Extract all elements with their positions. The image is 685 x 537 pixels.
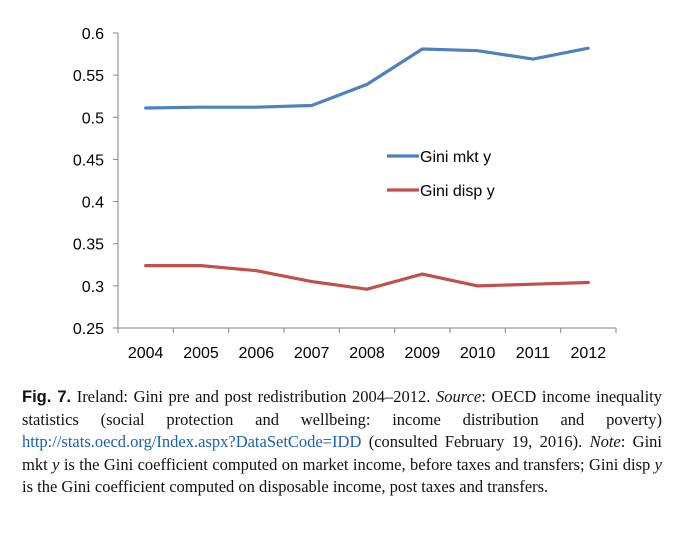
- y-tick-label: 0.45: [73, 152, 104, 169]
- x-axis-ticks: 2004 2005 2006 2007 2008 2009 2010 2011 2012: [117, 328, 617, 362]
- x-tick-label: 2006: [239, 345, 275, 362]
- variable-y: y: [52, 454, 60, 474]
- x-tick-label: 2010: [460, 345, 496, 362]
- note-label: Note: [589, 432, 621, 451]
- y-tick-label: 0.3: [82, 279, 104, 296]
- variable-y: y: [654, 454, 662, 474]
- series-line: [144, 264, 590, 291]
- y-tick-label: 0.55: [73, 68, 104, 85]
- series-lines: [144, 46, 590, 291]
- x-tick-label: 2004: [128, 345, 164, 362]
- source-link[interactable]: http://stats.oecd.org/Index.aspx?DataSet…: [22, 432, 362, 451]
- caption-text: Ireland: Gini pre and post redistributio…: [71, 387, 437, 406]
- x-tick-label: 2009: [405, 345, 441, 362]
- x-tick-label: 2012: [571, 345, 607, 362]
- x-tick-label: 2011: [516, 345, 551, 362]
- source-label: Source: [436, 387, 482, 406]
- figure-caption: Fig. 7. Ireland: Gini pre and post redis…: [22, 386, 662, 499]
- x-tick-label: 2007: [294, 345, 330, 362]
- caption-text: : Gini mkt: [22, 432, 662, 474]
- x-tick-label: 2005: [183, 345, 219, 362]
- legend: Gini mkt y Gini disp y: [387, 149, 495, 200]
- y-tick-label: 0.35: [73, 237, 104, 254]
- x-tick-label: 2008: [349, 345, 385, 362]
- y-tick-label: 0.5: [82, 110, 104, 127]
- caption-text: : OECD income inequality statistics (soc…: [22, 387, 662, 429]
- legend-label: Gini disp y: [420, 183, 495, 200]
- caption-text: is the Gini coefficient computed on mark…: [59, 454, 655, 474]
- y-axis-ticks: 0.25 0.3 0.35 0.4 0.45 0.5 0.55 0.6: [73, 26, 118, 338]
- caption-text: is the Gini coefficient computed on disp…: [22, 477, 549, 496]
- y-tick-label: 0.4: [82, 195, 104, 212]
- axes: [117, 33, 616, 329]
- y-tick-label: 0.25: [73, 321, 104, 338]
- line-chart: 0.250.30.350.40.450.50.550.6 2004 2005 200…: [73, 26, 617, 362]
- caption-text: (consulted February 19, 2016).: [361, 432, 590, 451]
- figure-label: Fig. 7.: [22, 388, 72, 406]
- y-tick-label: 0.6: [82, 26, 104, 43]
- legend-label: Gini mkt y: [420, 149, 491, 166]
- series-line: [144, 46, 590, 110]
